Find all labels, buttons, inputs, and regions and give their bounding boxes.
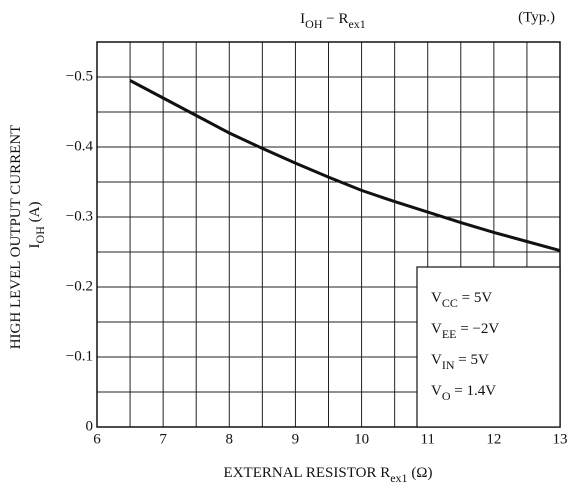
chart-note: (Typ.) [518, 9, 555, 25]
annotation: VO = 1.4V [431, 383, 496, 402]
chart-title-part: I [300, 11, 305, 27]
y-axis-label: HIGH LEVEL OUTPUT CURRENT [8, 125, 24, 350]
y-tick-label: −0.5 [66, 68, 93, 84]
x-tick-label: 9 [292, 431, 300, 447]
x-axis-label-part: ex1 [390, 471, 407, 485]
plot-frame [96, 41, 561, 428]
chart-title: IOH − Rex1 [300, 11, 366, 30]
x-axis-label: EXTERNAL RESISTOR Rex1 (Ω) [224, 465, 433, 484]
line [129, 79, 561, 253]
annotation-part: = 5V [455, 352, 489, 368]
y-tick-label: −0.3 [66, 208, 93, 224]
annotation: VIN = 5V [431, 352, 489, 371]
x-tick-label: 7 [159, 431, 167, 447]
y-axis-label: IOH (A) [27, 202, 46, 249]
y-axis-label-part: (A) [27, 202, 43, 227]
annotation-part: V [431, 290, 442, 306]
y-axis-label-part: I [27, 243, 43, 248]
annotation-part: V [431, 321, 442, 337]
annotation-part: V [431, 383, 442, 399]
annotation-part: IN [442, 358, 455, 372]
annotation-box [416, 266, 561, 428]
x-axis-label-part: (Ω) [408, 465, 433, 481]
chart-title-part: OH [305, 17, 323, 31]
x-axis-label-part: EXTERNAL RESISTOR R [224, 465, 391, 481]
annotation-part: = 1.4V [451, 383, 497, 399]
x-tick-label: 13 [553, 431, 568, 447]
annotation-part: = 5V [458, 290, 492, 306]
annotation: VCC = 5V [431, 290, 492, 309]
chart-title-part: − R [323, 11, 349, 27]
y-axis-label-part: OH [33, 226, 47, 244]
y-tick-label: −0.2 [66, 278, 93, 294]
annotation-part: V [431, 352, 442, 368]
y-tick-label: 0 [86, 418, 94, 434]
y-tick-label: −0.1 [66, 348, 93, 364]
x-tick-label: 8 [226, 431, 234, 447]
x-tick-label: 11 [420, 431, 434, 447]
annotation-part: = −2V [457, 321, 500, 337]
x-tick-label: 12 [486, 431, 501, 447]
annotation: VEE = −2V [431, 321, 499, 340]
annotation-part: CC [442, 296, 458, 310]
chart-title-part: ex1 [348, 17, 365, 31]
annotation-part: EE [442, 327, 457, 341]
y-tick-label: −0.4 [66, 138, 94, 154]
x-tick-label: 10 [354, 431, 369, 447]
annotation-part: O [442, 389, 451, 403]
x-tick-label: 6 [93, 431, 101, 447]
y-axis-label-part: HIGH LEVEL OUTPUT CURRENT [8, 125, 24, 350]
